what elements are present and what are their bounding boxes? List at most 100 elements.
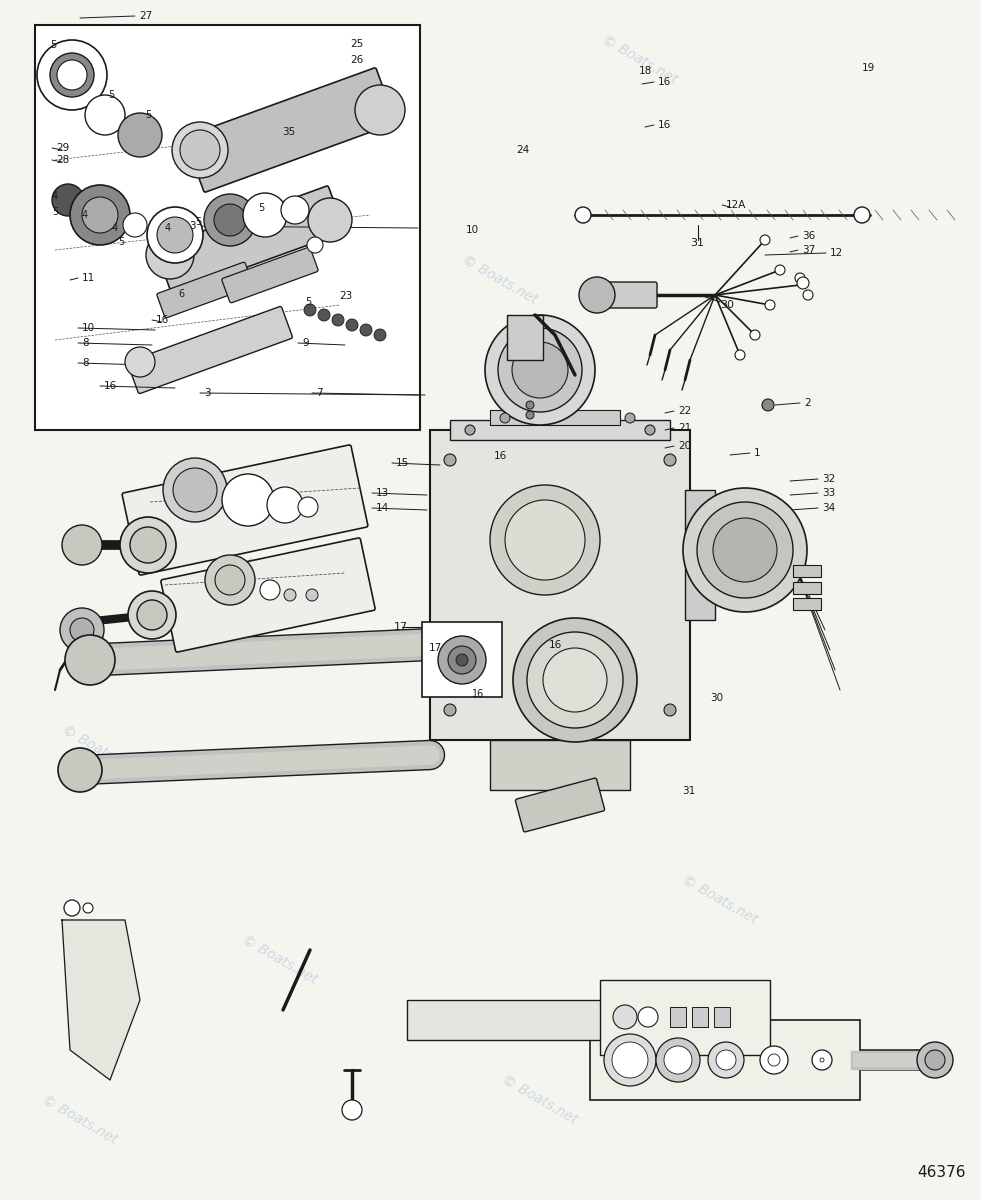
Circle shape (500, 413, 510, 422)
Circle shape (70, 618, 94, 642)
Text: 16: 16 (658, 120, 671, 130)
Text: 31: 31 (690, 238, 704, 248)
Circle shape (697, 502, 793, 598)
Circle shape (579, 277, 615, 313)
Bar (670, 1007, 686, 1027)
Circle shape (180, 130, 220, 170)
Text: © Boats.net: © Boats.net (190, 523, 270, 577)
Bar (685, 490, 715, 620)
Circle shape (812, 1050, 832, 1070)
Circle shape (656, 1038, 700, 1082)
Circle shape (613, 1006, 637, 1028)
Text: 5: 5 (108, 90, 114, 100)
Text: 15: 15 (396, 458, 409, 468)
Text: 16: 16 (658, 77, 671, 86)
Text: 31: 31 (682, 786, 696, 796)
Text: 17: 17 (394, 622, 408, 632)
Text: 16: 16 (472, 689, 485, 698)
Bar (422, 622, 502, 697)
Circle shape (820, 1058, 824, 1062)
Circle shape (485, 314, 595, 425)
Text: 11: 11 (82, 272, 95, 283)
FancyBboxPatch shape (161, 538, 375, 652)
Text: 20: 20 (678, 440, 692, 451)
Circle shape (163, 458, 227, 522)
Text: 7: 7 (316, 388, 323, 398)
Text: 10: 10 (82, 323, 95, 332)
Text: © Boats.net: © Boats.net (240, 932, 320, 988)
Text: 34: 34 (822, 503, 835, 514)
Circle shape (438, 636, 486, 684)
Circle shape (498, 328, 582, 412)
Text: 23: 23 (339, 290, 352, 301)
Circle shape (157, 217, 193, 253)
Text: 5: 5 (118, 236, 125, 247)
Circle shape (123, 214, 147, 236)
Text: 5: 5 (305, 296, 311, 307)
Circle shape (307, 236, 323, 253)
Text: 9: 9 (302, 338, 309, 348)
Circle shape (172, 122, 228, 178)
Text: © Boats.net: © Boats.net (40, 1093, 120, 1147)
FancyBboxPatch shape (593, 282, 657, 308)
Circle shape (128, 590, 176, 638)
Circle shape (304, 304, 316, 316)
Circle shape (173, 468, 217, 512)
Circle shape (267, 487, 303, 523)
Circle shape (760, 1046, 788, 1074)
Circle shape (37, 40, 107, 110)
Circle shape (925, 1050, 945, 1070)
Text: © Boats.net: © Boats.net (640, 473, 720, 527)
Text: 5: 5 (52, 206, 58, 217)
Text: 8: 8 (82, 358, 88, 368)
Circle shape (260, 580, 280, 600)
Circle shape (664, 704, 676, 716)
Circle shape (60, 608, 104, 652)
Text: 25: 25 (350, 38, 363, 49)
Circle shape (64, 900, 80, 916)
Text: 36: 36 (802, 230, 815, 241)
Circle shape (70, 185, 130, 245)
Circle shape (917, 1042, 953, 1078)
Text: 12: 12 (830, 248, 844, 258)
Circle shape (284, 589, 296, 601)
Circle shape (346, 319, 358, 331)
Circle shape (444, 454, 456, 466)
Circle shape (775, 265, 785, 275)
Text: 28: 28 (56, 155, 70, 164)
Circle shape (625, 413, 635, 422)
Bar (793, 582, 821, 594)
Circle shape (664, 454, 676, 466)
Circle shape (803, 290, 813, 300)
Circle shape (130, 527, 166, 563)
FancyBboxPatch shape (123, 445, 368, 575)
Text: 2: 2 (804, 398, 810, 408)
Text: 13: 13 (376, 488, 389, 498)
Text: © Boats.net: © Boats.net (60, 722, 140, 778)
Circle shape (526, 410, 534, 419)
Text: 19: 19 (862, 62, 875, 73)
Circle shape (355, 85, 405, 134)
Circle shape (65, 635, 115, 685)
Bar (490, 740, 630, 790)
FancyBboxPatch shape (156, 186, 344, 294)
Circle shape (146, 230, 194, 278)
Circle shape (118, 113, 162, 157)
Text: © Boats.net: © Boats.net (40, 323, 120, 377)
Circle shape (527, 632, 623, 728)
Text: 5: 5 (258, 203, 264, 214)
Circle shape (713, 518, 777, 582)
Circle shape (85, 95, 125, 134)
Text: 3: 3 (204, 388, 211, 398)
Circle shape (465, 425, 475, 434)
Polygon shape (62, 920, 140, 1080)
Text: 32: 32 (822, 474, 835, 484)
Circle shape (448, 646, 476, 674)
Circle shape (222, 474, 274, 526)
Text: 4: 4 (165, 223, 171, 233)
Circle shape (795, 272, 805, 283)
FancyBboxPatch shape (184, 68, 395, 192)
Circle shape (318, 308, 330, 320)
Text: 8: 8 (82, 338, 88, 348)
Text: 46376: 46376 (917, 1165, 966, 1180)
